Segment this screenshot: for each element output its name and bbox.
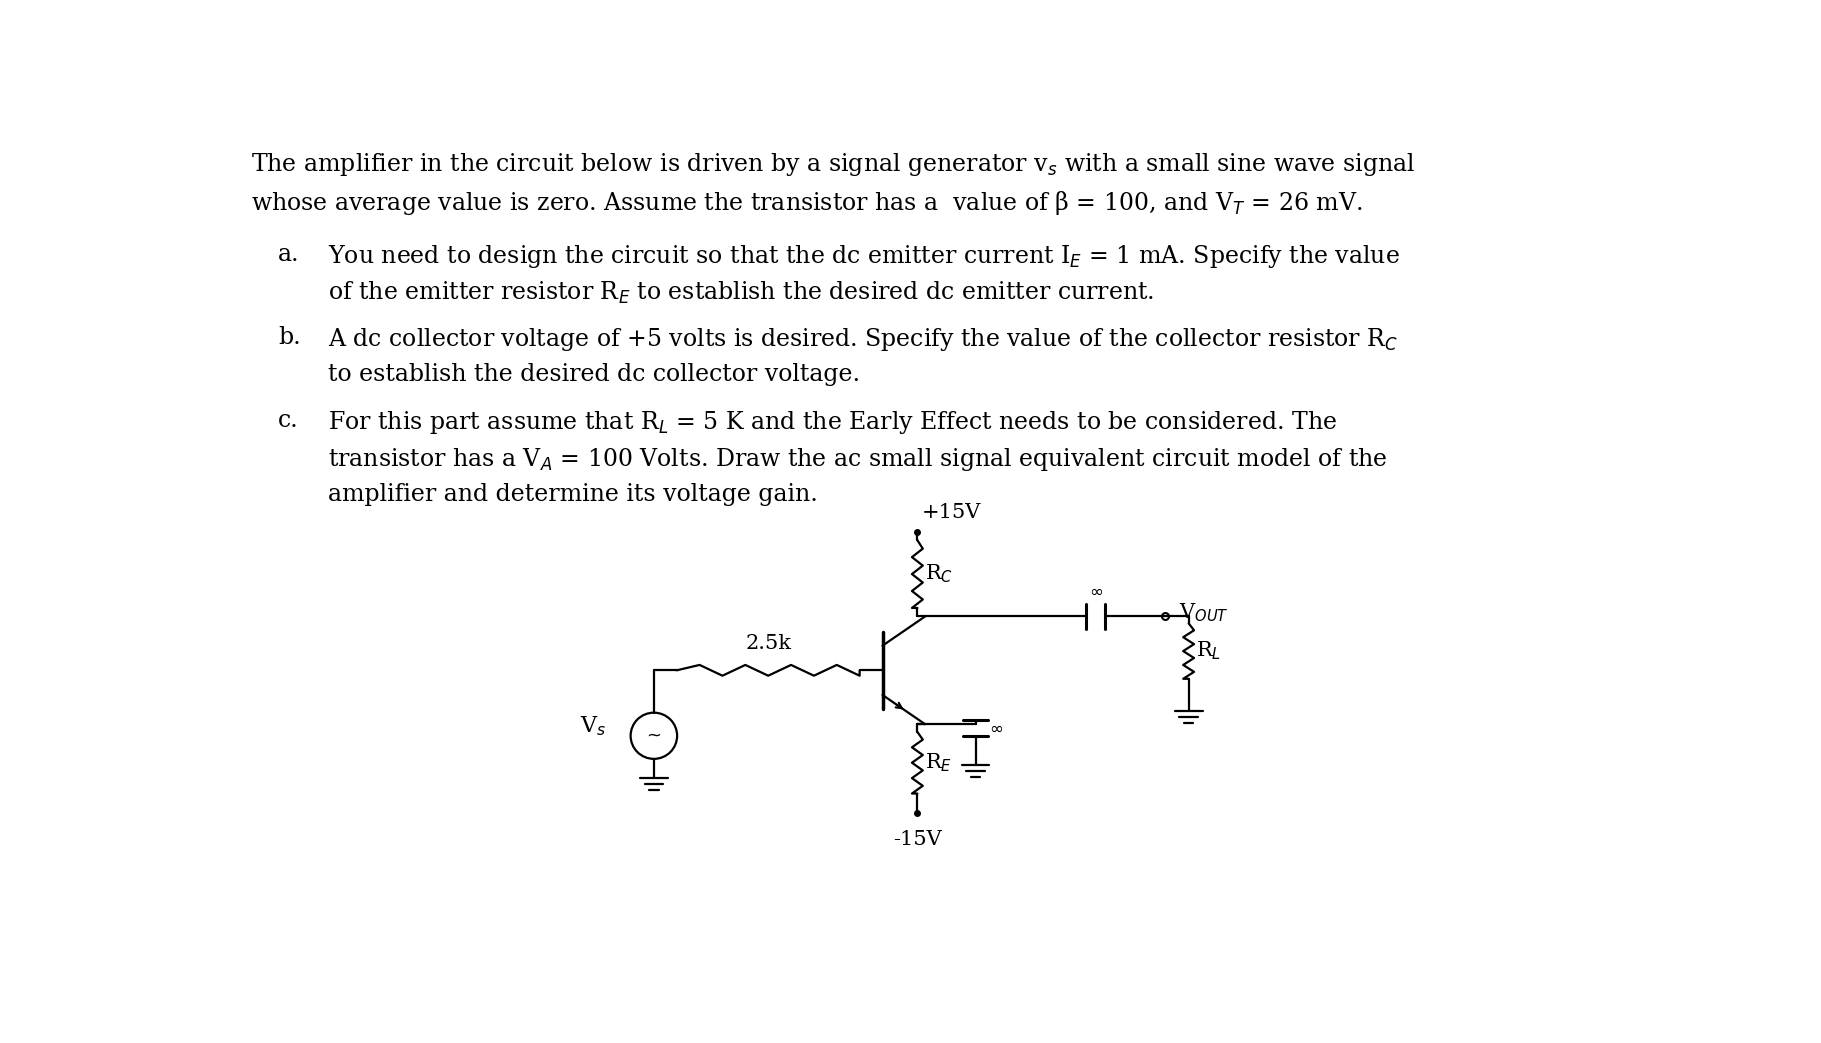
Text: A dc collector voltage of +5 volts is desired. Specify the value of the collecto: A dc collector voltage of +5 volts is de…	[328, 326, 1399, 354]
Text: of the emitter resistor R$_E$ to establish the desired dc emitter current.: of the emitter resistor R$_E$ to establi…	[328, 280, 1155, 307]
Text: R$_E$: R$_E$	[925, 751, 952, 774]
Text: amplifier and determine its voltage gain.: amplifier and determine its voltage gain…	[328, 483, 818, 506]
Text: a.: a.	[279, 243, 300, 266]
Text: $\infty$: $\infty$	[989, 719, 1003, 737]
Text: R$_C$: R$_C$	[925, 563, 952, 585]
Text: -15V: -15V	[892, 830, 941, 849]
Text: V$_{OUT}$: V$_{OUT}$	[1180, 601, 1229, 624]
Text: c.: c.	[279, 409, 299, 432]
Text: $\infty$: $\infty$	[1089, 582, 1104, 600]
Text: ~: ~	[646, 727, 661, 745]
Text: +15V: +15V	[921, 503, 982, 522]
Text: whose average value is zero. Assume the transistor has a  value of β = 100, and : whose average value is zero. Assume the …	[251, 189, 1362, 217]
Text: b.: b.	[279, 326, 300, 349]
Text: For this part assume that R$_L$ = 5 K and the Early Effect needs to be considere: For this part assume that R$_L$ = 5 K an…	[328, 409, 1337, 436]
Text: R$_L$: R$_L$	[1196, 639, 1222, 662]
Text: transistor has a V$_A$ = 100 Volts. Draw the ac small signal equivalent circuit : transistor has a V$_A$ = 100 Volts. Draw…	[328, 446, 1388, 474]
Text: The amplifier in the circuit below is driven by a signal generator v$_s$ with a : The amplifier in the circuit below is dr…	[251, 150, 1415, 177]
Text: to establish the desired dc collector voltage.: to establish the desired dc collector vo…	[328, 363, 861, 386]
Text: You need to design the circuit so that the dc emitter current I$_E$ = 1 mA. Spec: You need to design the circuit so that t…	[328, 243, 1400, 270]
Text: V$_s$: V$_s$	[579, 714, 606, 738]
Text: 2.5k: 2.5k	[745, 634, 790, 653]
